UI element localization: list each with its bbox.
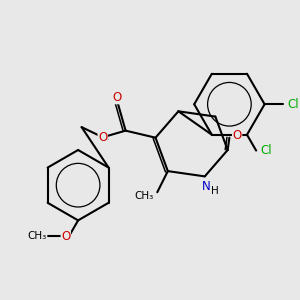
Text: CH₃: CH₃ (27, 231, 46, 241)
Text: Cl: Cl (260, 144, 272, 157)
Text: O: O (61, 230, 70, 243)
Text: Cl: Cl (287, 98, 298, 111)
Text: N: N (202, 180, 211, 194)
Text: H: H (211, 186, 218, 196)
Text: O: O (98, 131, 107, 144)
Text: O: O (112, 91, 122, 104)
Text: CH₃: CH₃ (135, 191, 154, 201)
Text: O: O (232, 129, 242, 142)
